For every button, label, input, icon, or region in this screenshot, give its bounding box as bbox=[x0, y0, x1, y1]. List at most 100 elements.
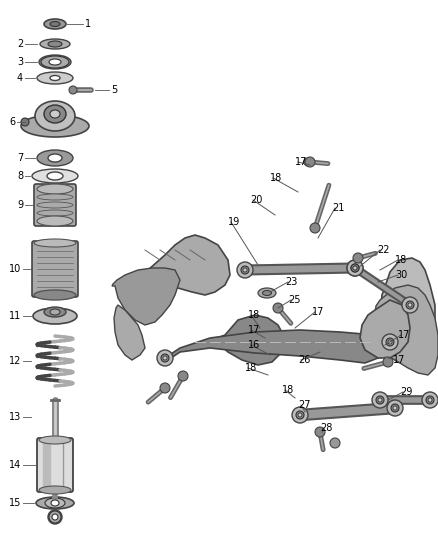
Ellipse shape bbox=[372, 392, 388, 408]
Text: 27: 27 bbox=[298, 400, 311, 410]
Circle shape bbox=[160, 383, 170, 393]
Text: 23: 23 bbox=[285, 277, 297, 287]
Ellipse shape bbox=[353, 266, 357, 270]
Text: 10: 10 bbox=[9, 264, 21, 274]
Text: 9: 9 bbox=[17, 200, 23, 210]
Ellipse shape bbox=[292, 407, 308, 423]
Text: 25: 25 bbox=[288, 295, 300, 305]
Text: 12: 12 bbox=[9, 356, 21, 366]
Ellipse shape bbox=[161, 354, 169, 362]
Ellipse shape bbox=[37, 184, 73, 194]
Ellipse shape bbox=[49, 511, 61, 523]
Text: 8: 8 bbox=[17, 171, 23, 181]
Ellipse shape bbox=[50, 76, 60, 80]
Ellipse shape bbox=[428, 398, 432, 402]
Ellipse shape bbox=[37, 150, 73, 166]
Ellipse shape bbox=[50, 21, 60, 27]
Text: 22: 22 bbox=[377, 245, 389, 255]
Ellipse shape bbox=[36, 497, 74, 509]
Polygon shape bbox=[112, 268, 180, 325]
Ellipse shape bbox=[353, 266, 357, 270]
Ellipse shape bbox=[50, 155, 60, 161]
Ellipse shape bbox=[48, 41, 62, 47]
FancyBboxPatch shape bbox=[37, 438, 73, 492]
Ellipse shape bbox=[33, 308, 77, 324]
Ellipse shape bbox=[50, 110, 60, 118]
Polygon shape bbox=[380, 258, 435, 365]
Text: 30: 30 bbox=[395, 270, 407, 280]
Ellipse shape bbox=[37, 210, 73, 216]
Ellipse shape bbox=[241, 266, 249, 274]
Polygon shape bbox=[163, 330, 390, 363]
Ellipse shape bbox=[347, 260, 363, 276]
Ellipse shape bbox=[298, 413, 302, 417]
Ellipse shape bbox=[262, 290, 272, 295]
Text: 26: 26 bbox=[298, 355, 311, 365]
Polygon shape bbox=[374, 285, 438, 375]
Ellipse shape bbox=[44, 105, 66, 123]
Ellipse shape bbox=[50, 309, 60, 315]
Ellipse shape bbox=[388, 340, 392, 344]
Ellipse shape bbox=[48, 510, 62, 524]
Polygon shape bbox=[360, 300, 410, 358]
Ellipse shape bbox=[39, 55, 71, 69]
Ellipse shape bbox=[47, 172, 63, 180]
Text: 19: 19 bbox=[228, 217, 240, 227]
Text: 4: 4 bbox=[17, 73, 23, 83]
Ellipse shape bbox=[243, 268, 247, 272]
Ellipse shape bbox=[387, 400, 403, 416]
Ellipse shape bbox=[382, 334, 398, 350]
Ellipse shape bbox=[157, 350, 173, 366]
Ellipse shape bbox=[21, 115, 89, 137]
Ellipse shape bbox=[49, 59, 61, 65]
Ellipse shape bbox=[35, 101, 75, 131]
Ellipse shape bbox=[296, 411, 304, 419]
Text: 29: 29 bbox=[400, 387, 412, 397]
Text: 21: 21 bbox=[332, 203, 344, 213]
Ellipse shape bbox=[386, 338, 394, 346]
Ellipse shape bbox=[391, 404, 399, 412]
Polygon shape bbox=[128, 235, 230, 295]
Ellipse shape bbox=[304, 158, 312, 166]
Ellipse shape bbox=[237, 262, 253, 278]
Text: 18: 18 bbox=[395, 255, 407, 265]
Text: 18: 18 bbox=[282, 385, 294, 395]
Text: 18: 18 bbox=[245, 363, 257, 373]
Text: 18: 18 bbox=[270, 173, 282, 183]
Ellipse shape bbox=[37, 202, 73, 208]
Ellipse shape bbox=[34, 290, 76, 300]
Text: 17: 17 bbox=[312, 307, 325, 317]
Ellipse shape bbox=[378, 398, 382, 402]
Text: 2: 2 bbox=[17, 39, 23, 49]
Ellipse shape bbox=[52, 514, 58, 520]
Ellipse shape bbox=[37, 216, 73, 226]
Ellipse shape bbox=[402, 297, 418, 313]
Ellipse shape bbox=[39, 486, 71, 494]
Circle shape bbox=[383, 357, 393, 367]
Text: 13: 13 bbox=[9, 412, 21, 422]
Ellipse shape bbox=[330, 438, 340, 448]
Ellipse shape bbox=[393, 406, 397, 410]
Text: 7: 7 bbox=[17, 153, 23, 163]
Ellipse shape bbox=[347, 260, 363, 276]
Ellipse shape bbox=[32, 169, 78, 183]
Ellipse shape bbox=[48, 154, 62, 162]
Ellipse shape bbox=[408, 303, 412, 307]
Text: 17: 17 bbox=[295, 157, 307, 167]
Circle shape bbox=[178, 371, 188, 381]
Text: 16: 16 bbox=[248, 340, 260, 350]
Ellipse shape bbox=[422, 392, 438, 408]
Polygon shape bbox=[114, 305, 145, 360]
Ellipse shape bbox=[351, 264, 359, 272]
Text: 6: 6 bbox=[9, 117, 15, 127]
Ellipse shape bbox=[426, 396, 434, 404]
Circle shape bbox=[315, 427, 325, 437]
Ellipse shape bbox=[44, 307, 66, 317]
Text: 14: 14 bbox=[9, 460, 21, 470]
Ellipse shape bbox=[376, 396, 384, 404]
Ellipse shape bbox=[39, 436, 71, 444]
Ellipse shape bbox=[45, 498, 65, 508]
Circle shape bbox=[310, 223, 320, 233]
Polygon shape bbox=[218, 315, 285, 365]
Text: 5: 5 bbox=[111, 85, 117, 95]
